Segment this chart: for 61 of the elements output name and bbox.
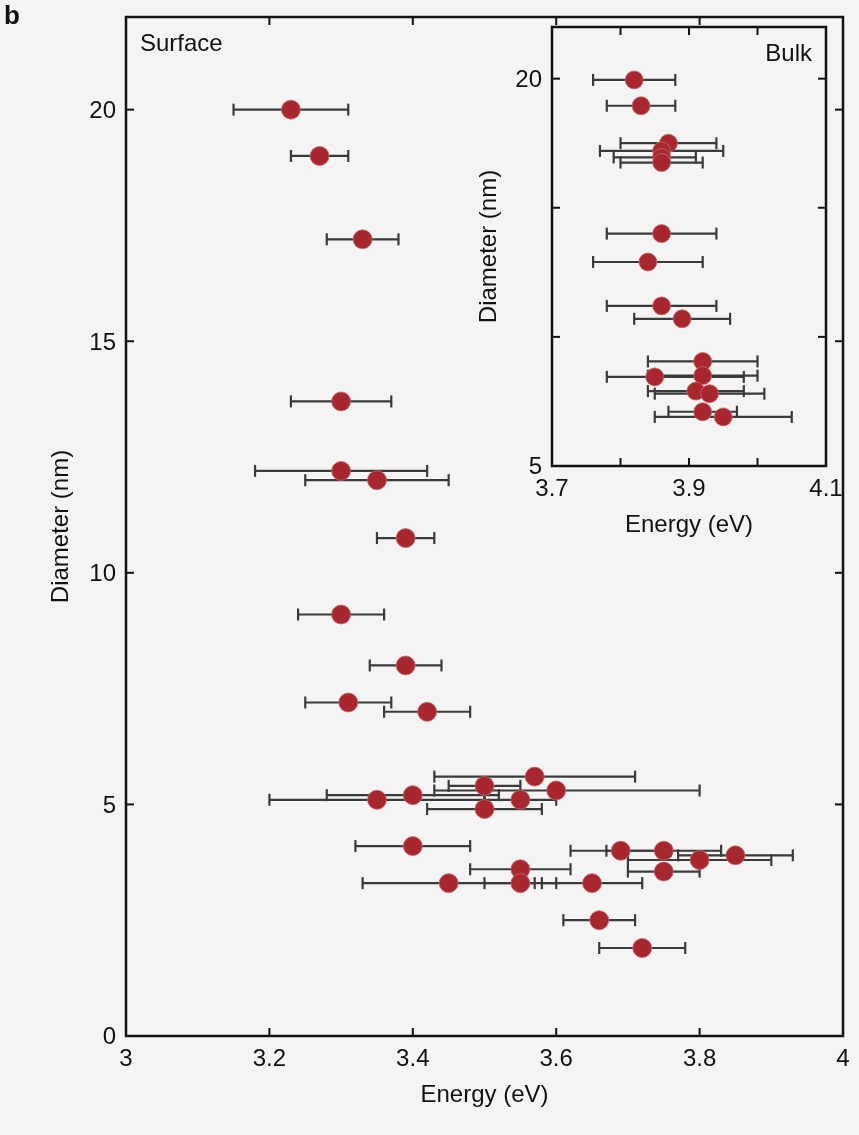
- point: [417, 701, 438, 722]
- point: [524, 766, 545, 787]
- point: [281, 99, 301, 120]
- point: [700, 384, 719, 404]
- point: [331, 604, 351, 625]
- point: [367, 470, 387, 491]
- point: [367, 789, 387, 810]
- point: [653, 840, 674, 861]
- x-tick-label: 3.9: [672, 474, 706, 501]
- text: Surface: [140, 29, 223, 56]
- x-tick-label: 4.1: [809, 474, 843, 501]
- point: [402, 785, 423, 806]
- x-tick-label: 3.2: [252, 1044, 287, 1071]
- x-tick-label: 3: [119, 1044, 133, 1071]
- point: [510, 789, 531, 810]
- point: [652, 296, 671, 316]
- x-tick-label: 3.4: [396, 1044, 430, 1071]
- point: [331, 461, 351, 481]
- point: [582, 873, 602, 894]
- point: [546, 780, 567, 801]
- x-axis-title: Energy (eV): [420, 1080, 549, 1107]
- point: [693, 402, 713, 422]
- y-tick-label: 15: [89, 327, 116, 355]
- point: [638, 252, 658, 272]
- x-tick-label: 3.8: [682, 1044, 717, 1071]
- point: [402, 836, 423, 856]
- text: Bulk: [765, 39, 813, 66]
- text: b: [4, 0, 20, 30]
- point: [338, 692, 359, 713]
- point: [632, 938, 653, 958]
- point: [395, 655, 416, 676]
- point: [693, 366, 713, 386]
- point: [474, 799, 495, 819]
- point: [725, 845, 746, 866]
- x-axis-title: Energy (eV): [624, 510, 754, 537]
- x-tick-label: 3.6: [539, 1044, 573, 1071]
- y-axis-title: Diameter (nm): [46, 449, 73, 604]
- point: [652, 153, 671, 172]
- point: [589, 910, 610, 931]
- y-tick-label: 20: [515, 65, 542, 93]
- point: [438, 873, 459, 894]
- point: [474, 775, 495, 796]
- point: [653, 861, 674, 882]
- y-tick-label: 20: [89, 96, 116, 124]
- point: [631, 96, 651, 116]
- y-tick-label: 10: [89, 559, 116, 587]
- y-tick-label: 0: [102, 1022, 116, 1050]
- point: [395, 528, 416, 548]
- point: [352, 229, 373, 250]
- point: [689, 850, 710, 870]
- y-axis-title: Diameter (nm): [474, 169, 501, 324]
- y-tick-label: 5: [102, 790, 116, 818]
- point: [510, 873, 531, 894]
- x-tick-label: 4: [836, 1044, 850, 1071]
- point: [624, 70, 644, 90]
- point: [309, 146, 330, 166]
- point: [713, 407, 733, 427]
- point: [610, 840, 631, 861]
- point: [652, 224, 671, 243]
- point: [672, 309, 692, 329]
- point: [331, 391, 351, 412]
